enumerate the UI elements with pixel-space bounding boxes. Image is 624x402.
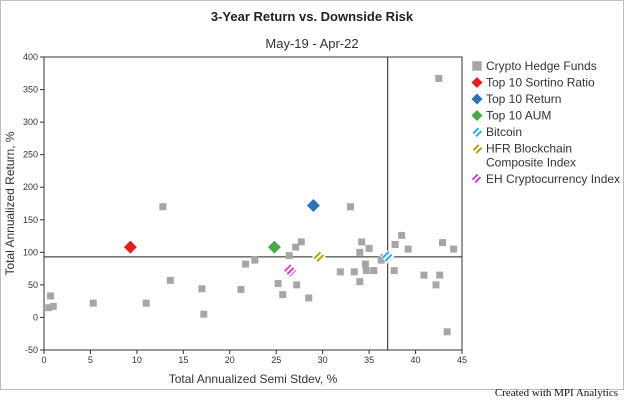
data-point-fund	[350, 268, 358, 276]
data-point-fund	[159, 203, 167, 211]
legend-label: Composite Index	[486, 156, 576, 170]
scatter-plot: 0 5 10 15 20 25 30 35 40 45-500501001502002503003…	[3, 52, 620, 386]
y-axis-title: Total Annualized Return, %	[3, 131, 17, 275]
chart-title: 3-Year Return vs. Downside Risk	[210, 9, 414, 24]
y-tick-label: 50	[28, 280, 38, 290]
data-point-fund	[432, 281, 440, 289]
data-point-fund	[362, 267, 370, 275]
data-point-fund	[200, 310, 208, 318]
data-point-index	[306, 198, 320, 212]
data-point-fund	[49, 302, 57, 310]
y-tick-label: 100	[23, 247, 38, 257]
legend-marker	[472, 61, 482, 71]
x-axis-title: Total Annualized Semi Stdev, %	[169, 372, 338, 386]
legend-marker	[471, 142, 483, 155]
legend-label: Top 10 Sortino Ratio	[486, 76, 595, 90]
data-point-fund	[404, 245, 412, 253]
legend-label: Top 10 Return	[486, 92, 561, 106]
x-tick-label: 0	[41, 355, 46, 365]
data-point-fund	[292, 243, 300, 251]
data-point-fund	[358, 238, 366, 246]
data-point-fund	[450, 245, 458, 253]
data-point-fund	[336, 268, 344, 276]
y-tick-label: 200	[23, 182, 38, 192]
data-point-fund	[356, 278, 364, 286]
y-tick-label: 150	[23, 215, 38, 225]
x-tick-label: 15	[178, 355, 188, 365]
data-point-fund	[398, 231, 406, 239]
legend-label: Crypto Hedge Funds	[486, 59, 597, 73]
data-point-fund	[242, 260, 250, 268]
y-tick-label: 300	[23, 117, 38, 127]
data-point-fund	[198, 285, 206, 293]
x-tick-label: 45	[457, 355, 467, 365]
data-point-fund	[420, 271, 428, 279]
data-point-fund	[390, 267, 398, 275]
data-point-fund	[443, 328, 451, 336]
data-point-fund	[285, 252, 293, 260]
footer-credit: Created with MPI Analytics	[494, 387, 618, 399]
data-point-index	[267, 240, 281, 254]
legend-label: EH Cryptocurrency Index	[486, 172, 620, 186]
x-tick-label: 40	[411, 355, 421, 365]
legend-marker	[471, 173, 483, 185]
chart-frame	[0, 0, 624, 390]
data-point-fund	[435, 74, 443, 82]
data-point-index	[380, 250, 395, 264]
data-point-fund	[279, 291, 287, 299]
data-point-fund	[356, 248, 364, 256]
y-tick-label: 0	[33, 312, 38, 322]
x-tick-label: 35	[364, 355, 374, 365]
data-point-index	[123, 240, 137, 254]
data-point-fund	[361, 260, 369, 268]
data-point-fund	[305, 294, 313, 302]
legend-marker	[471, 126, 483, 138]
data-point-fund	[347, 203, 355, 211]
y-tick-label: -50	[25, 345, 38, 355]
data-point-fund	[45, 304, 53, 312]
x-tick-label: 10	[132, 355, 142, 365]
data-point-fund	[47, 292, 55, 300]
legend-marker	[471, 93, 483, 105]
y-tick-label: 400	[23, 52, 38, 62]
x-tick-label: 20	[225, 355, 235, 365]
chart-subtitle: May-19 - Apr-22	[265, 36, 359, 51]
data-point-fund	[89, 299, 97, 307]
data-point-fund	[370, 267, 378, 275]
data-point-index	[283, 263, 298, 278]
data-point-fund	[142, 299, 150, 307]
legend: Crypto Hedge Funds Top 10 Sortino Ratio To…	[471, 59, 620, 186]
legend-label: HFR Blockchain	[486, 142, 572, 156]
y-tick-label: 350	[23, 85, 38, 95]
legend-marker	[471, 76, 483, 89]
legend-label: Top 10 AUM	[486, 109, 551, 123]
data-point-fund	[365, 244, 373, 252]
x-tick-label: 25	[271, 355, 281, 365]
data-point-fund	[251, 256, 259, 264]
legend-marker	[471, 109, 483, 122]
x-tick-label: 5	[88, 355, 93, 365]
data-point-fund	[237, 285, 245, 293]
plot-area	[43, 56, 463, 351]
data-point-fund	[438, 239, 446, 247]
data-point-fund	[293, 281, 301, 289]
data-point-fund	[391, 241, 399, 249]
data-point-fund	[274, 280, 282, 288]
data-point-fund	[436, 271, 444, 279]
data-point-fund	[297, 238, 305, 246]
data-point-index	[312, 250, 326, 264]
x-tick-label: 30	[318, 355, 328, 365]
y-tick-label: 250	[23, 150, 38, 160]
legend-label: Bitcoin	[486, 125, 522, 139]
data-point-fund	[166, 276, 174, 284]
